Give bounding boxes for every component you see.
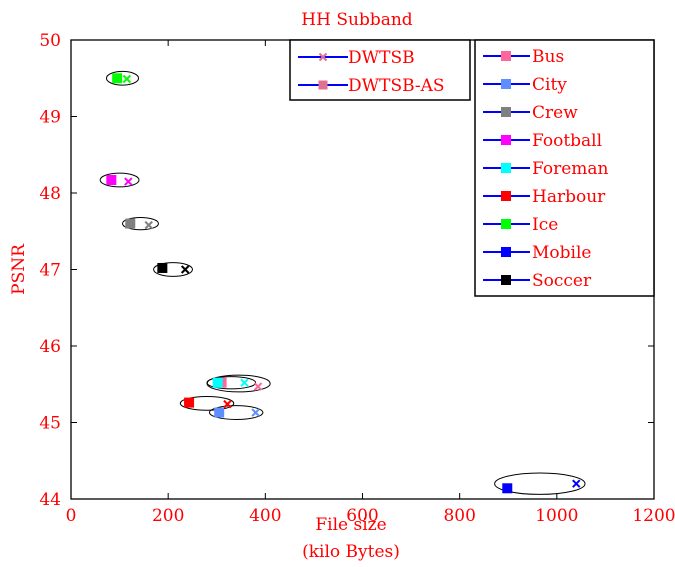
point-dwtsb-soccer [180,265,190,274]
legend-markers: DWTSB DWTSB-AS [289,39,471,101]
legend-marker-soccer [501,275,511,285]
point-dwtsb-foreman [240,378,249,387]
point-dwtsb-as-soccer [157,262,168,273]
legend-sequences: Bus City Crew Football Foreman Harbour Ice Mobi… [474,39,655,297]
x-tick-label: 800 [443,506,475,526]
legend-label-soccer: Soccer [532,271,592,291]
x-tick-label: 0 [66,506,77,526]
legend-label-bus: Bus [532,47,564,67]
x-tick-label: 600 [346,506,378,526]
legend-marker-ice [501,219,511,229]
point-dwtsb-as-foreman [212,377,223,388]
ellipse-layer [99,70,586,495]
legend-label-foreman: Foreman [532,159,609,179]
x-axis-label-unit: (kilo Bytes) [302,542,400,562]
legend-marker-football [501,135,511,145]
legend-label-city: City [532,75,567,95]
ellipse-harbour [179,395,235,411]
legend-label-ice: Ice [532,215,558,235]
legend-marker-bus [501,51,511,61]
point-dwtsb-as-crew [125,218,136,229]
point-layer [106,73,581,494]
point-dwtsb-mobile [572,479,581,488]
point-dwtsb-bus [253,382,263,391]
x-tick-label: 400 [249,506,281,526]
ellipse-city [208,405,264,420]
point-dwtsb-crew [144,220,153,230]
legend-label-football: Football [532,131,602,151]
y-tick-label: 44 [39,490,61,510]
point-dwtsb-as-city [214,407,225,418]
legend-label-crew: Crew [532,103,578,123]
legend-label-harbour: Harbour [532,187,606,207]
point-dwtsb-city [251,408,260,417]
ellipse-football [99,172,140,188]
legend-label-dwtsb-as: DWTSB-AS [348,76,445,96]
legend-marker-harbour [501,191,511,201]
point-dwtsb-as-mobile [502,483,513,494]
legend-marker-foreman [501,163,511,173]
ellipse-ice [105,70,140,86]
x-tick-label: 1200 [632,506,675,526]
chart-title: HH Subband [301,10,412,30]
y-tick-label: 47 [39,261,61,281]
legend-marker-crew [501,107,511,117]
y-tick-label: 49 [39,108,61,128]
legend-marker-dwtsb [318,52,328,62]
y-tick-label: 46 [39,337,61,357]
point-dwtsb-harbour [223,399,232,409]
legend-marker-mobile [501,247,511,257]
x-axis-label: File size [315,515,386,535]
legend-markers-box [289,39,471,101]
x-tick-label: 200 [152,506,184,526]
y-tick-label: 45 [39,414,61,434]
point-dwtsb-as-ice [112,73,123,84]
y-tick-label: 50 [39,31,61,51]
ellipse-mobile [494,472,586,495]
legend-marker-dwtsb-as [318,80,328,90]
legend-label-mobile: Mobile [532,243,591,263]
point-dwtsb-as-harbour [184,397,195,408]
point-dwtsb-as-football [106,174,117,185]
ellipse-crew [121,216,159,231]
y-axis-label: PSNR [9,243,29,295]
legend-marker-city [501,79,511,89]
point-dwtsb-football [124,177,133,186]
axes: 0 200 400 600 800 1000 1200 44 45 46 47 48 49 50 File … [9,31,675,562]
point-dwtsb-ice [122,74,132,84]
ellipse-soccer [153,262,193,277]
x-tick-label: 1000 [535,506,578,526]
legend-label-dwtsb: DWTSB [348,48,415,68]
y-tick-label: 48 [39,184,61,204]
